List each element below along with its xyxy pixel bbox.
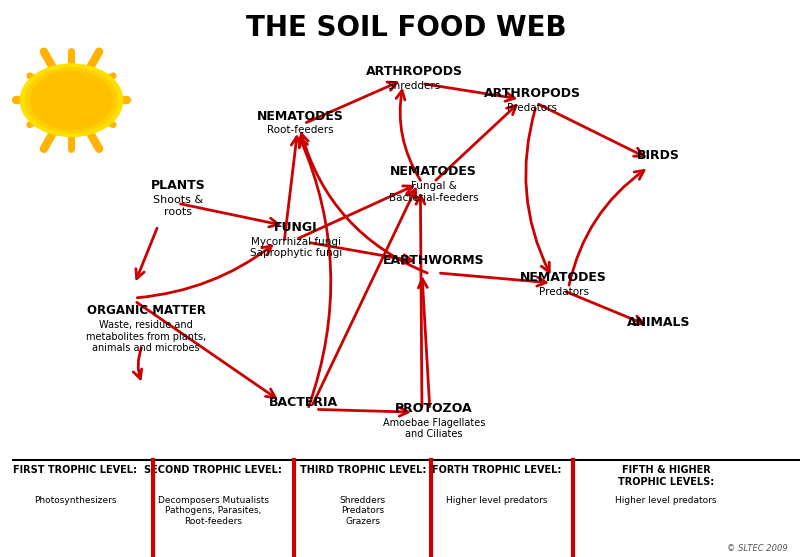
Text: NEMATODES: NEMATODES	[520, 271, 607, 284]
Text: Higher level predators: Higher level predators	[615, 496, 717, 505]
Text: Higher level predators: Higher level predators	[446, 496, 547, 505]
Text: SECOND TROPHIC LEVEL:: SECOND TROPHIC LEVEL:	[144, 465, 282, 475]
Text: THE SOIL FOOD WEB: THE SOIL FOOD WEB	[246, 14, 566, 42]
Circle shape	[26, 68, 118, 133]
Circle shape	[30, 71, 113, 129]
Text: NEMATODES: NEMATODES	[257, 110, 343, 123]
Text: Root-feeders: Root-feeders	[266, 125, 333, 135]
Text: Photosynthesizers: Photosynthesizers	[34, 496, 117, 505]
Text: Shredders: Shredders	[387, 81, 441, 91]
Text: Shoots &
roots: Shoots & roots	[153, 195, 203, 217]
Text: FUNGI: FUNGI	[274, 221, 318, 234]
Text: PROTOZOA: PROTOZOA	[395, 402, 473, 415]
Text: BACTERIA: BACTERIA	[270, 397, 338, 409]
Text: Fungal &
Bacterial-feeders: Fungal & Bacterial-feeders	[389, 181, 478, 203]
Text: THIRD TROPHIC LEVEL:: THIRD TROPHIC LEVEL:	[300, 465, 426, 475]
Text: ORGANIC MATTER: ORGANIC MATTER	[87, 305, 206, 317]
Text: Amoebae Flagellates
and Ciliates: Amoebae Flagellates and Ciliates	[382, 418, 485, 439]
Text: ARTHROPODS: ARTHROPODS	[484, 87, 581, 100]
Text: Predators: Predators	[507, 103, 558, 113]
Text: Predators: Predators	[538, 287, 589, 297]
Text: NEMATODES: NEMATODES	[390, 165, 478, 178]
Text: FIRST TROPHIC LEVEL:: FIRST TROPHIC LEVEL:	[14, 465, 138, 475]
Text: Decomposers Mutualists
Pathogens, Parasites,
Root-feeders: Decomposers Mutualists Pathogens, Parasi…	[158, 496, 269, 526]
Text: © SLTEC 2009: © SLTEC 2009	[727, 544, 788, 553]
Text: PLANTS: PLANTS	[150, 179, 205, 192]
Text: EARTHWORMS: EARTHWORMS	[383, 255, 485, 267]
Circle shape	[20, 64, 122, 136]
Text: BIRDS: BIRDS	[637, 149, 680, 162]
Text: FORTH TROPHIC LEVEL:: FORTH TROPHIC LEVEL:	[432, 465, 562, 475]
Text: ARTHROPODS: ARTHROPODS	[366, 65, 462, 78]
Text: ANIMALS: ANIMALS	[626, 316, 690, 329]
Text: Mycorrhizal fungi
Saprophytic fungi: Mycorrhizal fungi Saprophytic fungi	[250, 237, 342, 258]
Text: Waste, residue and
metabolites from plants,
animals and microbes: Waste, residue and metabolites from plan…	[86, 320, 206, 354]
Text: FIFTH & HIGHER
TROPHIC LEVELS:: FIFTH & HIGHER TROPHIC LEVELS:	[618, 465, 714, 487]
Text: Shredders
Predators
Grazers: Shredders Predators Grazers	[340, 496, 386, 526]
